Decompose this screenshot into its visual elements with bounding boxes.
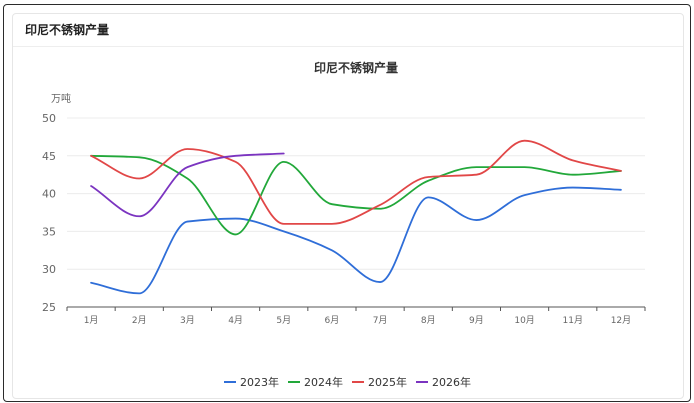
x-tick-label: 1月 — [84, 315, 99, 326]
series-line-2024年 — [90, 154, 622, 236]
series-line-2026年 — [90, 152, 285, 218]
series-line-2023年 — [90, 186, 622, 295]
x-tick-label: 4月 — [228, 315, 243, 326]
x-tick-label: 9月 — [469, 315, 484, 326]
chart-card: 印尼不锈钢产量 印尼不锈钢产量万吨 25 30 35 40 45 50 1月 2月 3月 4月 5月 6… — [12, 13, 684, 399]
y-tick-label: 30 — [42, 263, 56, 276]
x-tick-label: 7月 — [373, 315, 388, 326]
card-title: 印尼不锈钢产量 — [13, 14, 683, 47]
y-tick-label: 50 — [42, 112, 56, 125]
legend-label: 2026年 — [432, 375, 471, 389]
x-tick-label: 8月 — [421, 315, 436, 326]
y-tick-label: 40 — [42, 188, 56, 201]
y-axis-unit-label: 万吨 — [51, 92, 71, 105]
x-tick-label: 2月 — [132, 315, 147, 326]
y-tick-label: 45 — [42, 150, 56, 163]
y-tick-label: 35 — [42, 225, 56, 238]
legend-label: 2023年 — [240, 375, 279, 389]
legend-label: 2025年 — [368, 375, 407, 389]
x-tick-label: 12月 — [611, 315, 631, 326]
x-tick-label: 3月 — [180, 315, 195, 326]
chart-title: 印尼不锈钢产量 — [314, 60, 398, 75]
window-frame: 印尼不锈钢产量 印尼不锈钢产量万吨 25 30 35 40 45 50 1月 2月 3月 4月 5月 6… — [3, 4, 691, 402]
legend-label: 2024年 — [304, 375, 343, 389]
y-tick-label: 25 — [42, 301, 56, 314]
series-line-2025年 — [90, 139, 622, 225]
x-tick-label: 6月 — [325, 315, 340, 326]
x-tick-label: 10月 — [514, 315, 534, 326]
x-tick-label: 11月 — [563, 315, 583, 326]
x-tick-label: 5月 — [276, 315, 291, 326]
